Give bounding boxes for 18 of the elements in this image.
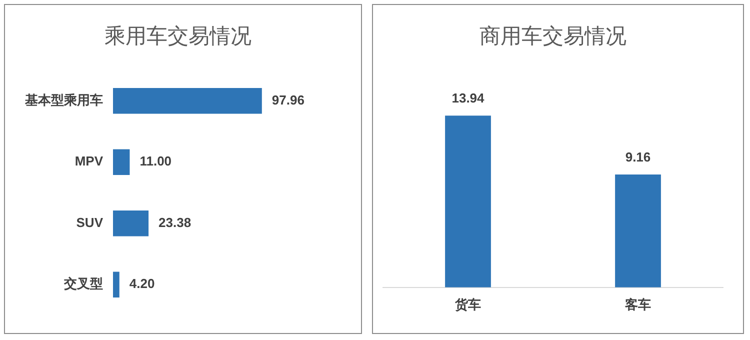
y-tick-label: SUV — [76, 214, 104, 230]
bar — [113, 210, 149, 236]
data-label: 4.20 — [129, 276, 155, 292]
chart-title: 乘用车交易情况 — [104, 24, 252, 48]
chart-title: 商用车交易情况 — [480, 24, 626, 48]
data-label: 13.94 — [452, 90, 486, 106]
y-tick-label: 交叉型 — [63, 276, 103, 292]
x-tick-label: 客车 — [624, 296, 651, 312]
bar — [113, 149, 130, 175]
data-label: 97.96 — [272, 92, 304, 108]
bar — [113, 88, 262, 114]
y-tick-label: MPV — [74, 154, 104, 169]
data-label: 23.38 — [158, 214, 192, 230]
y-tick-label: 基本型乘用车 — [24, 92, 103, 108]
x-tick-label: 货车 — [454, 296, 481, 312]
data-label: 9.16 — [625, 150, 651, 165]
bar — [113, 272, 120, 298]
data-label: 11.00 — [140, 154, 172, 169]
